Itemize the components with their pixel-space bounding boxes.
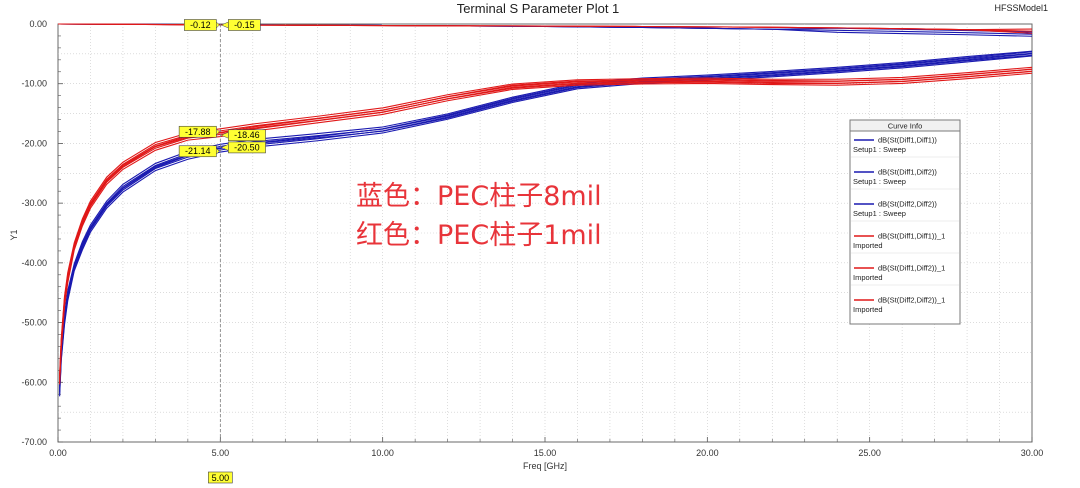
legend-series-name: dB(St(Diff1,Diff1))_1 [878, 232, 945, 241]
x-tick-label: 20.00 [696, 448, 719, 458]
marker-value-label: -21.14 [185, 146, 211, 156]
legend-series-source: Setup1 : Sweep [853, 177, 906, 186]
marker-x-label: 5.00 [212, 473, 230, 483]
ticks: 0.00 5.00 10.00 15.00 20.00 25.00 30.00 0.00 -10… [21, 19, 1043, 458]
y-tick-label: -40.00 [21, 258, 47, 268]
marker-pointer [216, 128, 220, 136]
marker-value-label: -17.88 [185, 127, 211, 137]
marker-value-label: -0.12 [190, 20, 211, 30]
annotation-line-blue: 蓝色：PEC柱子8mil [356, 181, 602, 212]
y-tick-label: -20.00 [21, 138, 47, 148]
marker-value-label: -18.46 [234, 130, 260, 140]
marker[interactable]: 5.00 -0.12 -0.15 -17.88 -18.46 -21.14 -20.50 [178, 19, 266, 484]
legend-series-name: dB(St(Diff2,Diff2))_1 [878, 296, 945, 305]
x-tick-label: 10.00 [371, 448, 394, 458]
x-tick-label: 5.00 [212, 448, 230, 458]
legend-series-source: Imported [853, 241, 883, 250]
marker-value-label: -20.50 [234, 142, 260, 152]
y-tick-label: -60.00 [21, 377, 47, 387]
legend-frame [849, 119, 961, 325]
grid [58, 24, 1032, 442]
legend-series-source: Imported [853, 305, 883, 314]
x-tick-label: 30.00 [1021, 448, 1044, 458]
legend-series-name: dB(St(Diff1,Diff1)) [878, 136, 937, 145]
marker-value-label: -0.15 [234, 20, 255, 30]
x-axis-label: Freq [GHz] [523, 461, 567, 471]
marker-pointer [216, 21, 220, 29]
legend-title: Curve Info [888, 122, 923, 131]
legend-series-name: dB(St(Diff1,Diff2))_1 [878, 264, 945, 273]
x-tick-label: 0.00 [49, 448, 67, 458]
y-axis-label: Y1 [9, 229, 19, 240]
y-tick-label: -70.00 [21, 437, 47, 447]
legend-box[interactable]: Curve Info dB(St(Diff1,Diff1))Setup1 : S… [849, 119, 961, 325]
legend-series-source: Setup1 : Sweep [853, 209, 906, 218]
y-tick-label: 0.00 [29, 19, 47, 29]
marker-pointer [216, 147, 220, 155]
y-tick-label: -10.00 [21, 79, 47, 89]
legend-series-name: dB(St(Diff1,Diff2)) [878, 168, 937, 177]
series-6 [59, 66, 1033, 379]
model-label: HFSSModel1 [994, 3, 1048, 13]
marker-pointer [220, 21, 229, 29]
series-line [59, 66, 1033, 375]
x-tick-label: 25.00 [858, 448, 881, 458]
chart-title: Terminal S Parameter Plot 1 [457, 1, 620, 16]
y-tick-label: -30.00 [21, 198, 47, 208]
marker-x-box [208, 471, 233, 484]
y-tick-label: -50.00 [21, 318, 47, 328]
legend-series-source: Imported [853, 273, 883, 282]
x-tick-label: 15.00 [534, 448, 557, 458]
legend-series-source: Setup1 : Sweep [853, 145, 906, 154]
annotation-line-red: 红色：PEC柱子1mil [356, 220, 602, 251]
legend-series-name: dB(St(Diff2,Diff2)) [878, 200, 937, 209]
marker-pointer [220, 144, 229, 151]
marker-pointer [220, 131, 229, 139]
annotation: 蓝色：PEC柱子8mil 红色：PEC柱子1mil [356, 181, 602, 251]
legend-header [849, 119, 961, 132]
